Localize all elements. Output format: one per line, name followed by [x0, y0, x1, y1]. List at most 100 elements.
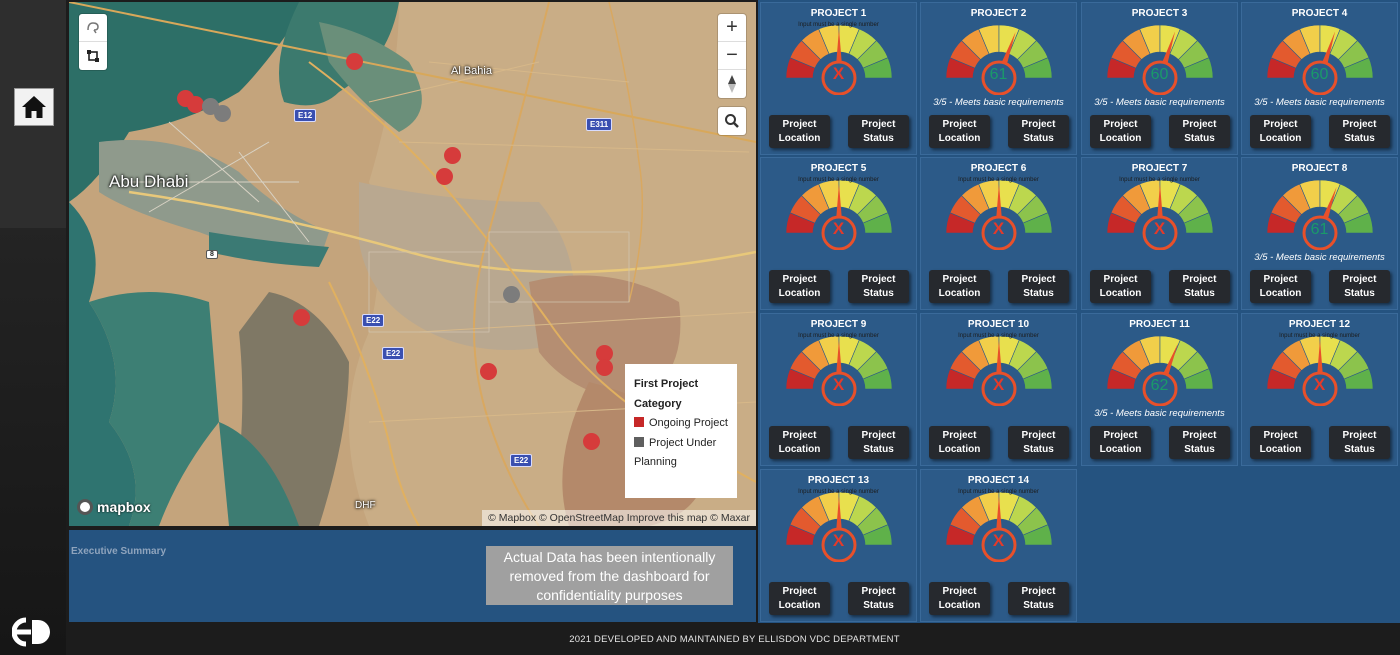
planning-project-marker[interactable]: [214, 105, 231, 122]
project-status-button[interactable]: Project Status: [848, 115, 909, 148]
button-label: Project: [861, 586, 896, 597]
gauge-chart: [1107, 335, 1213, 406]
project-card: PROJECT 2 61 3/5 - Meets basic requirement…: [920, 2, 1077, 155]
ongoing-project-marker[interactable]: [444, 147, 461, 164]
town-label: Al Bahia: [451, 65, 492, 77]
button-label: Location: [1099, 288, 1142, 299]
button-label: Location: [778, 288, 821, 299]
project-location-button[interactable]: Project Location: [929, 115, 990, 148]
ongoing-project-marker[interactable]: [187, 96, 204, 113]
project-title: PROJECT 4: [1291, 8, 1348, 19]
button-label: Project: [1021, 274, 1056, 285]
project-location-button[interactable]: Project Location: [1090, 270, 1151, 303]
project-status-button[interactable]: Project Status: [1008, 426, 1069, 459]
button-label: Location: [778, 133, 821, 144]
project-location-button[interactable]: Project Location: [769, 270, 830, 303]
zoom-out-button[interactable]: −: [718, 42, 746, 70]
legend-item-planning: Project Under Planning: [634, 434, 728, 473]
project-location-button[interactable]: Project Location: [1250, 426, 1311, 459]
button-label: Status: [1344, 133, 1375, 144]
project-location-button[interactable]: Project Location: [1090, 115, 1151, 148]
button-label: Status: [863, 133, 894, 144]
button-label: Location: [1259, 288, 1302, 299]
project-location-button[interactable]: Project Location: [929, 582, 990, 615]
gauge-value: 60: [1150, 66, 1169, 83]
project-card: PROJECT 10 Input must be a single number X…: [920, 313, 1077, 466]
compass-button[interactable]: [718, 70, 746, 98]
draw-polygon-button[interactable]: [79, 14, 107, 42]
button-label: Project: [1263, 274, 1298, 285]
planning-project-marker[interactable]: [503, 286, 520, 303]
button-label: Status: [863, 288, 894, 299]
button-label: Project: [782, 119, 817, 130]
requirement-caption: 3/5 - Meets basic requirements: [1254, 97, 1385, 108]
project-card: PROJECT 5 Input must be a single number X P…: [760, 157, 917, 310]
project-map[interactable]: + − Abu Dhabi Al Bahia DHF E12 E311 E22 …: [69, 2, 756, 526]
gauge-chart: [1267, 335, 1373, 406]
project-status-button[interactable]: Project Status: [1008, 270, 1069, 303]
project-status-button[interactable]: Project Status: [1008, 115, 1069, 148]
legend-label: Ongoing Project: [649, 417, 728, 429]
project-card: PROJECT 4 60 3/5 - Meets basic requirement…: [1241, 2, 1398, 155]
zoom-in-button[interactable]: +: [718, 14, 746, 42]
ongoing-project-marker[interactable]: [293, 309, 310, 326]
button-label: Project: [861, 430, 896, 441]
draw-rectangle-button[interactable]: [79, 42, 107, 70]
button-label: Project: [1103, 430, 1138, 441]
button-label: Status: [863, 444, 894, 455]
ongoing-project-marker[interactable]: [583, 433, 600, 450]
project-status-button[interactable]: Project Status: [1329, 270, 1390, 303]
home-button[interactable]: [14, 88, 54, 126]
gauge-error-mark: X: [1153, 219, 1166, 238]
project-location-button[interactable]: Project Location: [769, 426, 830, 459]
gauge-chart: [786, 335, 892, 406]
project-location-button[interactable]: Project Location: [769, 582, 830, 615]
gauge-error-text: Input must be a single number: [798, 333, 879, 339]
button-label: Project: [1103, 119, 1138, 130]
button-label: Location: [1259, 444, 1302, 455]
road-shield: E22: [510, 454, 533, 467]
project-status-button[interactable]: Project Status: [1329, 115, 1390, 148]
ongoing-project-marker[interactable]: [596, 359, 613, 376]
button-label: Project: [782, 586, 817, 597]
map-search-button[interactable]: [718, 107, 746, 135]
ongoing-project-marker[interactable]: [436, 168, 453, 185]
button-label: Project: [1342, 274, 1377, 285]
project-location-button[interactable]: Project Location: [769, 115, 830, 148]
button-label: Project: [942, 119, 977, 130]
project-title: PROJECT 1: [810, 8, 867, 19]
project-status-button[interactable]: Project Status: [1329, 426, 1390, 459]
project-status-button[interactable]: Project Status: [848, 426, 909, 459]
rectangle-select-icon: [87, 50, 99, 62]
gauge-error-text: Input must be a single number: [958, 489, 1039, 495]
button-label: Project: [1263, 119, 1298, 130]
project-status-button[interactable]: Project Status: [1008, 582, 1069, 615]
gauge-chart: [946, 491, 1052, 562]
requirement-caption: 3/5 - Meets basic requirements: [933, 97, 1064, 108]
map-attribution[interactable]: © Mapbox © OpenStreetMap Improve this ma…: [482, 510, 756, 526]
button-label: Project: [1263, 430, 1298, 441]
project-card: PROJECT 13 Input must be a single number X…: [760, 469, 917, 622]
project-status-button[interactable]: Project Status: [1169, 270, 1230, 303]
project-status-button[interactable]: Project Status: [1169, 115, 1230, 148]
project-status-button[interactable]: Project Status: [848, 582, 909, 615]
button-label: Location: [938, 288, 981, 299]
button-label: Project: [861, 274, 896, 285]
road-shield: E22: [362, 314, 385, 327]
ongoing-project-marker[interactable]: [480, 363, 497, 380]
project-title: PROJECT 3: [1131, 8, 1188, 19]
ongoing-project-marker[interactable]: [596, 345, 613, 362]
ongoing-project-marker[interactable]: [346, 53, 363, 70]
project-location-button[interactable]: Project Location: [929, 270, 990, 303]
project-status-button[interactable]: Project Status: [1169, 426, 1230, 459]
gauge-chart: [1267, 179, 1373, 250]
project-location-button[interactable]: Project Location: [1250, 270, 1311, 303]
button-label: Status: [1023, 288, 1054, 299]
gauge-error-text: Input must be a single number: [958, 333, 1039, 339]
mapbox-logo[interactable]: mapbox: [77, 499, 151, 515]
project-location-button[interactable]: Project Location: [1090, 426, 1151, 459]
project-location-button[interactable]: Project Location: [1250, 115, 1311, 148]
project-status-button[interactable]: Project Status: [848, 270, 909, 303]
project-location-button[interactable]: Project Location: [929, 426, 990, 459]
